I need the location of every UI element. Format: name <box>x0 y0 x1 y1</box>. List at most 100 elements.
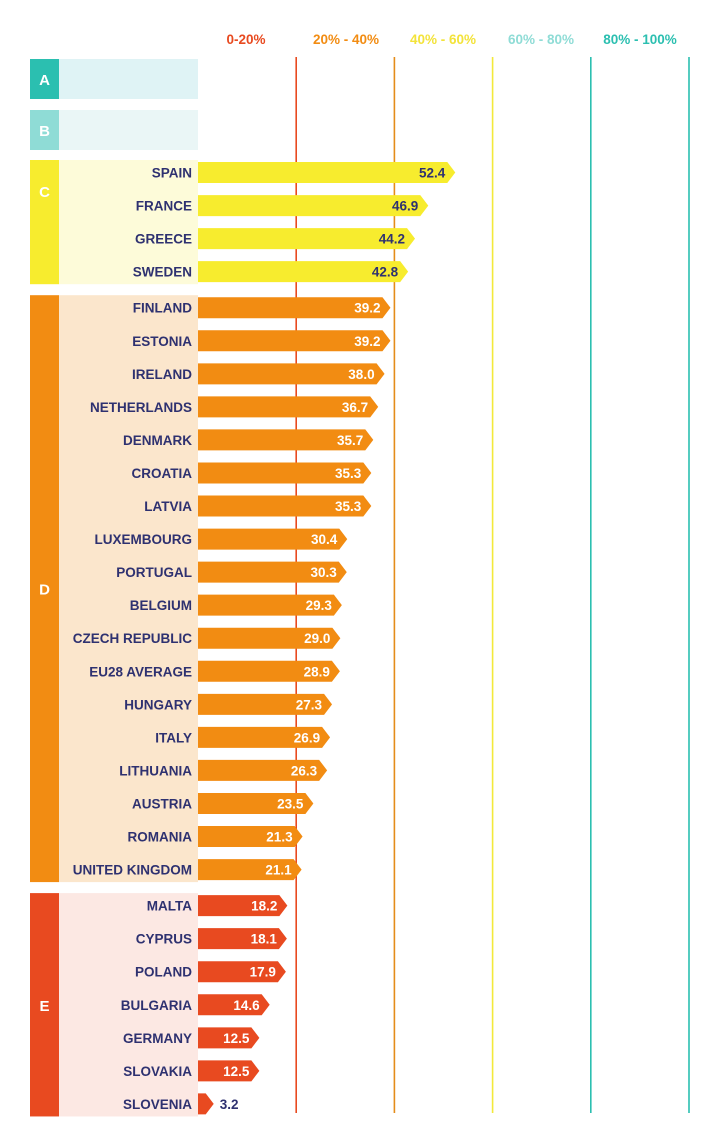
band-d-background <box>59 295 198 883</box>
country-label: GERMANY <box>123 1031 192 1046</box>
country-label: PORTUGAL <box>116 565 192 580</box>
bar <box>198 1060 260 1082</box>
bar <box>198 928 287 950</box>
bar <box>198 895 288 917</box>
country-label: CZECH REPUBLIC <box>73 631 193 646</box>
value-label: 44.2 <box>379 232 405 247</box>
bar <box>198 759 328 781</box>
value-label: 26.9 <box>294 730 320 745</box>
value-label: 3.2 <box>220 1097 239 1112</box>
country-label: POLAND <box>135 965 192 980</box>
country-label: GREECE <box>135 232 192 247</box>
value-label: 18.1 <box>251 932 278 947</box>
country-label: BELGIUM <box>130 598 192 613</box>
bar <box>198 363 385 385</box>
bar <box>198 528 348 550</box>
bar <box>198 1093 214 1115</box>
country-label: MALTA <box>147 899 192 914</box>
band-b-background <box>59 110 198 150</box>
country-label: NETHERLANDS <box>90 400 192 415</box>
country-label: EU28 AVERAGE <box>89 664 192 679</box>
value-label: 35.3 <box>335 466 362 481</box>
value-label: 26.3 <box>291 763 318 778</box>
legend-item: 20% - 40% <box>313 32 379 47</box>
bars: SPAIN 52.4 FRANCE 46.9 GREECE 44.2 SWEDEN 42.8 F… <box>73 162 456 1115</box>
legend-item: 40% - 60% <box>410 32 476 47</box>
country-label: SLOVENIA <box>123 1097 192 1112</box>
country-label: ROMANIA <box>128 830 193 845</box>
value-label: 12.5 <box>223 1064 250 1079</box>
band-b-letter: B <box>39 123 50 140</box>
country-label: ITALY <box>155 730 192 745</box>
bar <box>198 162 456 184</box>
band-c-background <box>59 160 198 285</box>
legend-item: 0-20% <box>226 32 265 47</box>
grade-bands: A B C D E <box>30 59 198 1117</box>
value-label: 38.0 <box>348 367 374 382</box>
value-label: 17.9 <box>250 965 276 980</box>
country-label: AUSTRIA <box>132 796 192 811</box>
country-label: ESTONIA <box>132 334 192 349</box>
bar <box>198 594 342 616</box>
value-label: 18.2 <box>251 899 277 914</box>
band-c-strip <box>30 160 59 285</box>
country-label: FINLAND <box>133 301 192 316</box>
legend-item: 60% - 80% <box>508 32 574 47</box>
value-label: 39.2 <box>354 334 380 349</box>
value-label: 42.8 <box>372 265 399 280</box>
bar <box>198 297 391 319</box>
band-e-background <box>59 893 198 1117</box>
band-d-strip <box>30 295 59 883</box>
value-label: 30.4 <box>311 532 338 547</box>
country-label: LATVIA <box>144 499 192 514</box>
bar <box>198 561 347 583</box>
country-label: SPAIN <box>152 166 192 181</box>
band-a-background <box>59 59 198 99</box>
bar <box>198 462 372 484</box>
value-label: 29.0 <box>304 631 330 646</box>
band-e-strip <box>30 893 59 1117</box>
country-label: UNITED KINGDOM <box>73 863 192 878</box>
bar <box>198 826 303 848</box>
bar <box>198 228 416 250</box>
country-label: IRELAND <box>132 367 192 382</box>
country-label: LITHUANIA <box>119 763 192 778</box>
value-label: 35.7 <box>337 433 363 448</box>
band-d-letter: D <box>39 582 50 599</box>
value-label: 23.5 <box>277 796 304 811</box>
bar <box>198 330 391 352</box>
band-a-strip <box>30 59 59 99</box>
value-label: 46.9 <box>392 199 418 214</box>
country-label: CYPRUS <box>136 932 192 947</box>
country-label: SLOVAKIA <box>123 1064 192 1079</box>
value-label: 21.1 <box>265 863 292 878</box>
bar <box>198 994 270 1016</box>
bar <box>198 195 429 217</box>
band-a-letter: A <box>39 72 50 89</box>
legend-item: 80% - 100% <box>603 32 677 47</box>
bar <box>198 627 341 649</box>
band-e-letter: E <box>39 998 49 1015</box>
bar <box>198 396 379 418</box>
bar <box>198 792 314 814</box>
band-c-letter: C <box>39 184 50 201</box>
country-label: FRANCE <box>136 199 192 214</box>
value-label: 12.5 <box>223 1031 250 1046</box>
bar <box>198 1027 260 1049</box>
value-label: 21.3 <box>266 830 293 845</box>
country-label: CROATIA <box>132 466 193 481</box>
value-label: 29.3 <box>306 598 333 613</box>
value-label: 39.2 <box>354 301 380 316</box>
bar <box>198 495 372 517</box>
bar <box>198 961 286 983</box>
value-label: 30.3 <box>310 565 337 580</box>
value-label: 52.4 <box>419 166 446 181</box>
value-label: 14.6 <box>233 998 260 1013</box>
country-label: LUXEMBOURG <box>95 532 193 547</box>
bar <box>198 660 340 682</box>
value-label: 28.9 <box>304 664 330 679</box>
country-label: DENMARK <box>123 433 192 448</box>
bar <box>198 261 409 283</box>
value-label: 35.3 <box>335 499 362 514</box>
